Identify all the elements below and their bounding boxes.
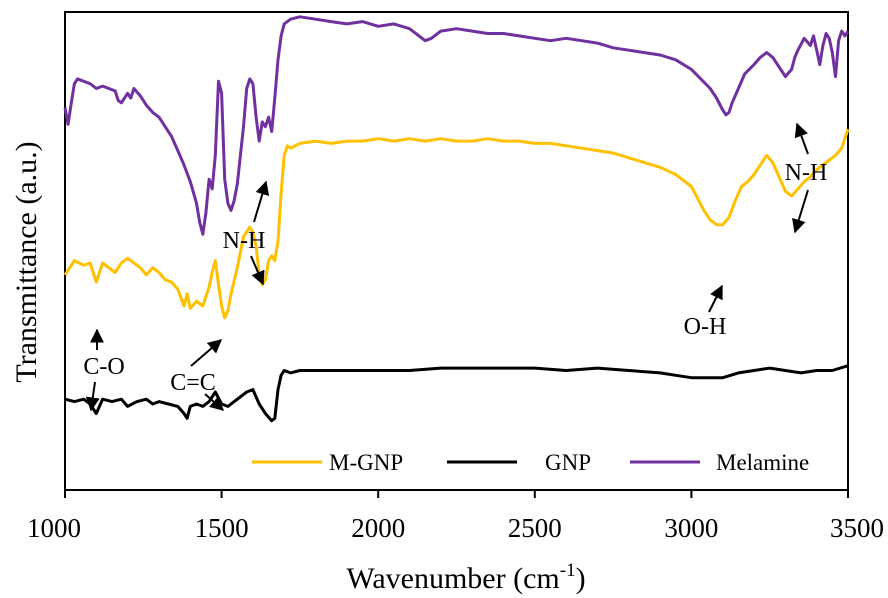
series-line-gnp (64, 364, 849, 423)
annotation-nh-right-arrow-up (794, 122, 809, 155)
x-tick-label-3000: 3000 (664, 513, 718, 543)
x-tick-label-3500: 3500 (830, 513, 884, 543)
annotation-oh-arrow (708, 284, 723, 313)
annotation-nh-left-arrow-down (250, 255, 265, 286)
annotation-nh-right-arrow-down (792, 189, 809, 234)
x-axis-title-close: ) (576, 562, 586, 595)
series-layer (63, 15, 850, 423)
legend: M-GNP GNP Melamine (252, 450, 809, 475)
annotation-co-arrow-down (85, 381, 100, 412)
annotation-oh: O-H (684, 314, 727, 340)
x-tick-label-2500: 2500 (508, 513, 562, 543)
annotation-cc-arrow-up (190, 339, 223, 367)
x-tick-label-2000: 2000 (351, 513, 405, 543)
series-line-melamine (63, 15, 850, 236)
legend-label-gnp: GNP (545, 450, 591, 475)
annotations: N-H C-O C=C O-H N-H (83, 122, 828, 412)
legend-label-melamine: Melamine (716, 450, 809, 475)
annotation-nh-right: N-H (785, 160, 828, 186)
x-axis-title: Wavenumber (cm-1) (346, 560, 585, 595)
legend-label-m-gnp: M-GNP (329, 450, 403, 475)
plot-area-frame (64, 11, 849, 491)
x-tick-layer: 1000 1500 2000 2500 3000 3500 (27, 490, 884, 543)
y-axis-title: Transmittance (a.u.) (10, 141, 43, 382)
annotation-nh-left-arrow-up (253, 180, 270, 223)
series-line-m-gnp (63, 128, 850, 320)
annotation-cc-arrow-down (204, 393, 225, 411)
annotation-nh-left: N-H (223, 228, 266, 254)
x-tick-label-1000: 1000 (27, 513, 81, 543)
annotation-cc: C=C (170, 370, 216, 396)
x-axis-title-superscript: -1 (560, 560, 576, 581)
x-tick-label-1500: 1500 (195, 513, 249, 543)
annotation-co: C-O (83, 354, 124, 380)
